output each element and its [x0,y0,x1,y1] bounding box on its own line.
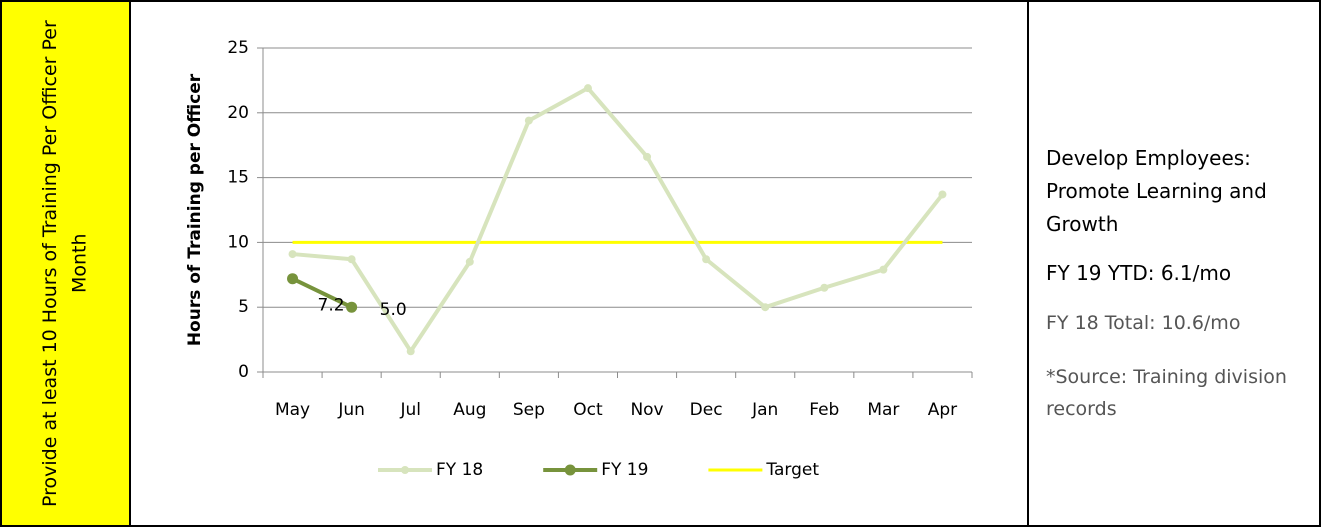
chart: Hours of Training per Officer 0 5 10 15 20 25… [185,38,973,480]
y-tick-label: 0 [238,362,249,382]
x-tick-label: Feb [809,400,839,420]
heading: Develop Employees: Promote Learning and … [1046,146,1267,236]
x-tick-label: Oct [573,400,603,420]
point [347,255,356,264]
x-tick-label: May [275,400,310,420]
point [406,347,415,356]
data-label: 7.2 [318,296,345,316]
goal-text: Provide at least 10 Hours of Training Pe… [39,20,91,507]
series-line [292,86,945,354]
info-cell: Develop Employees: Promote Learning and … [1027,0,1321,527]
x-tick-label: Jul [399,400,421,420]
point [820,283,829,292]
point [938,190,947,199]
point [761,303,770,312]
legend-marker [401,466,409,474]
x-tick-label: Mar [867,400,899,420]
y-axis-label: Hours of Training per Officer [185,73,205,346]
x-tick-label: Aug [453,400,486,420]
source: *Source: Training division records [1046,366,1287,420]
total: FY 18 Total: 10.6/mo [1046,312,1241,334]
point [288,250,297,259]
x-tick-label: Jun [337,400,365,420]
y-tick-label: 20 [227,103,249,123]
legend-label: FY 19 [601,460,648,480]
x-tick-label: Dec [690,400,723,420]
y-tick-label: 25 [227,38,249,58]
legend-label: Target [765,460,819,480]
point [583,84,592,93]
point [287,273,299,285]
y-tick-label: 5 [238,297,249,317]
legend-marker [564,464,576,476]
series-line [291,276,353,310]
point [643,152,652,161]
x-tick-label: Apr [928,400,957,420]
ytd: FY 19 YTD: 6.1/mo [1046,261,1232,285]
point [524,116,533,125]
point [702,255,711,264]
point [879,265,888,274]
point [346,301,358,313]
x-tick-label: Jan [751,400,778,420]
y-tick-label: 15 [227,168,249,188]
goal-cell: Provide at least 10 Hours of Training Pe… [0,0,131,527]
point [465,257,474,266]
legend-label: FY 18 [436,460,483,480]
data-label: 5.0 [380,300,407,320]
y-tick-label: 10 [227,232,249,252]
x-tick-label: Sep [513,400,545,420]
x-tick-label: Nov [630,400,663,420]
